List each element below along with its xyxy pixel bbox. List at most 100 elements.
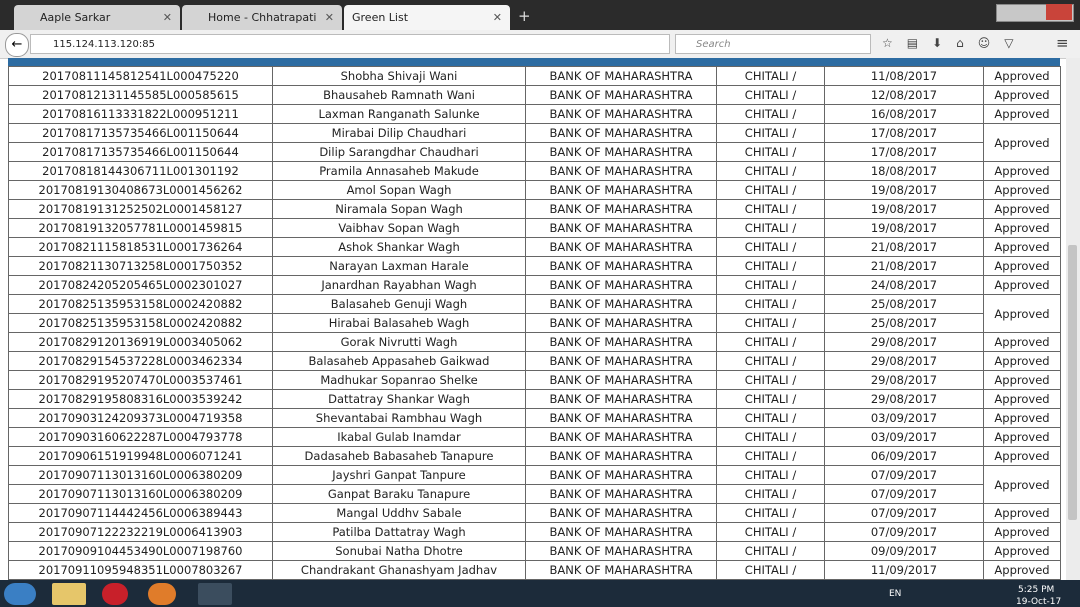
cell-id: 20170907113013160L0006380209	[8, 465, 273, 485]
cell-bank: BANK OF MAHARASHTRA	[525, 446, 717, 466]
table-row: 20170907114442456L0006389443 Mangal Uddhv…	[8, 503, 1061, 523]
cell-status: Approved	[983, 408, 1061, 428]
table-row: 20170817135735466L001150644 Dilip Sarangd…	[8, 142, 1061, 162]
cell-name: Janardhan Rayabhan Wagh	[272, 275, 526, 295]
cell-status: Approved	[983, 370, 1061, 390]
cell-name: Narayan Laxman Harale	[272, 256, 526, 276]
cell-name: Madhukar Sopanrao Shelke	[272, 370, 526, 390]
cell-name: Mirabai Dilip Chaudhari	[272, 123, 526, 143]
cell-name: Amol Sopan Wagh	[272, 180, 526, 200]
cell-bank: BANK OF MAHARASHTRA	[525, 332, 717, 352]
app-icon[interactable]	[198, 583, 232, 605]
cell-status: Approved	[983, 85, 1061, 105]
table-row: 20170911095948351L0007803267 Chandrakant …	[8, 560, 1061, 580]
cell-id: 20170811145812541L000475220	[8, 66, 273, 86]
cell-branch: CHITALI /	[716, 275, 825, 295]
nav-bar: ← 115.124.113.120:85 Search ☆▤⬇⌂☺▽ ≡	[0, 30, 1080, 59]
cell-name: Jayshri Ganpat Tanpure	[272, 465, 526, 485]
cell-status: Approved	[983, 541, 1061, 561]
cell-name: Sonubai Natha Dhotre	[272, 541, 526, 561]
cell-branch: CHITALI /	[716, 85, 825, 105]
cell-name: Mangal Uddhv Sabale	[272, 503, 526, 523]
table-row: 20170907113013160L0006380209 Jayshri Ganp…	[8, 465, 1061, 504]
cell-date: 11/08/2017	[824, 66, 984, 86]
tab[interactable]: Aaple Sarkar ✕	[14, 5, 180, 30]
cell-name: Vaibhav Sopan Wagh	[272, 218, 526, 238]
cell-date: 07/09/2017	[824, 522, 984, 542]
cell-status: Approved	[983, 522, 1061, 542]
language[interactable]: EN	[889, 589, 902, 599]
cell-name: Ganpat Baraku Tanapure	[272, 484, 526, 504]
back-button[interactable]: ←	[5, 33, 29, 57]
cell-status: Approved	[983, 446, 1061, 466]
green-list-table: 20170811145812541L000475220 Shobha Shivaj…	[8, 66, 1061, 580]
cell-date: 09/09/2017	[824, 541, 984, 561]
url-bar[interactable]: 115.124.113.120:85	[30, 34, 670, 54]
table-header	[8, 58, 1060, 66]
cell-date: 29/08/2017	[824, 389, 984, 409]
cell-bank: BANK OF MAHARASHTRA	[525, 275, 717, 295]
tab[interactable]: Green List ✕	[344, 5, 510, 30]
cell-id: 20170817135735466L001150644	[8, 142, 273, 162]
cell-branch: CHITALI /	[716, 294, 825, 314]
cell-id: 20170907122232219L0006413903	[8, 522, 273, 542]
cell-bank: BANK OF MAHARASHTRA	[525, 294, 717, 314]
search-box[interactable]: Search	[675, 34, 871, 54]
cell-branch: CHITALI /	[716, 180, 825, 200]
menu-button[interactable]: ≡	[1056, 34, 1069, 52]
cell-status: Approved	[983, 256, 1061, 276]
cell-status: Approved	[983, 294, 1061, 333]
table-row: 20170829195207470L0003537461 Madhukar Sop…	[8, 370, 1061, 390]
clock-date[interactable]: 19-Oct-17	[1016, 597, 1062, 607]
table-row: 20170906151919948L0006071241 Dadasaheb Ba…	[8, 446, 1061, 466]
cell-date: 24/08/2017	[824, 275, 984, 295]
cell-branch: CHITALI /	[716, 351, 825, 371]
cell-branch: CHITALI /	[716, 332, 825, 352]
cell-branch: CHITALI /	[716, 560, 825, 580]
close-button[interactable]	[1046, 4, 1072, 20]
cell-status: Approved	[983, 503, 1061, 523]
cell-branch: CHITALI /	[716, 408, 825, 428]
firefox-icon[interactable]	[148, 583, 176, 605]
cell-status: Approved	[983, 180, 1061, 200]
cell-id: 20170903160622287L0004793778	[8, 427, 273, 447]
cell-branch: CHITALI /	[716, 123, 825, 143]
cell-id: 20170816113331822L000951211	[8, 104, 273, 124]
cell-status: Approved	[983, 465, 1061, 504]
cell-branch: CHITALI /	[716, 313, 825, 333]
cell-bank: BANK OF MAHARASHTRA	[525, 142, 717, 162]
table-row: 20170824205205465L0002301027 Janardhan Ra…	[8, 275, 1061, 295]
cell-date: 19/08/2017	[824, 218, 984, 238]
cell-bank: BANK OF MAHARASHTRA	[525, 560, 717, 580]
start-button[interactable]	[4, 583, 36, 605]
explorer-icon[interactable]	[52, 583, 86, 605]
toolbar-icons[interactable]: ☆▤⬇⌂☺▽	[882, 36, 1028, 50]
cell-status: Approved	[983, 275, 1061, 295]
new-tab[interactable]: +	[518, 7, 531, 25]
cell-branch: CHITALI /	[716, 199, 825, 219]
table-row: 20170825135953158L0002420882 Hirabai Bala…	[8, 313, 1061, 333]
cell-id: 20170829154537228L0003462334	[8, 351, 273, 371]
taskbar: EN 5:25 PM 19-Oct-17	[0, 580, 1080, 607]
cell-status: Approved	[983, 332, 1061, 352]
cell-date: 17/08/2017	[824, 142, 984, 162]
cell-branch: CHITALI /	[716, 218, 825, 238]
scrollbar-thumb[interactable]	[1068, 245, 1077, 520]
cell-name: Gorak Nivrutti Wagh	[272, 332, 526, 352]
cell-date: 03/09/2017	[824, 427, 984, 447]
table-row: 20170829195808316L0003539242 Dattatray Sh…	[8, 389, 1061, 409]
opera-icon[interactable]	[102, 583, 128, 605]
tab-title: Green List	[352, 11, 409, 24]
cell-date: 19/08/2017	[824, 180, 984, 200]
cell-id: 20170825135953158L0002420882	[8, 313, 273, 333]
tab[interactable]: Home - Chhatrapati Shivaji...✕	[182, 5, 342, 49]
cell-status: Approved	[983, 218, 1061, 238]
table-row: 20170817135735466L001150644 Mirabai Dilip…	[8, 123, 1061, 162]
cell-name: Ashok Shankar Wagh	[272, 237, 526, 257]
cell-id: 20170907113013160L0006380209	[8, 484, 273, 504]
cell-name: Chandrakant Ghanashyam Jadhav	[272, 560, 526, 580]
clock-time[interactable]: 5:25 PM	[1018, 585, 1055, 595]
cell-date: 25/08/2017	[824, 313, 984, 333]
cell-name: Niramala Sopan Wagh	[272, 199, 526, 219]
cell-date: 25/08/2017	[824, 294, 984, 314]
